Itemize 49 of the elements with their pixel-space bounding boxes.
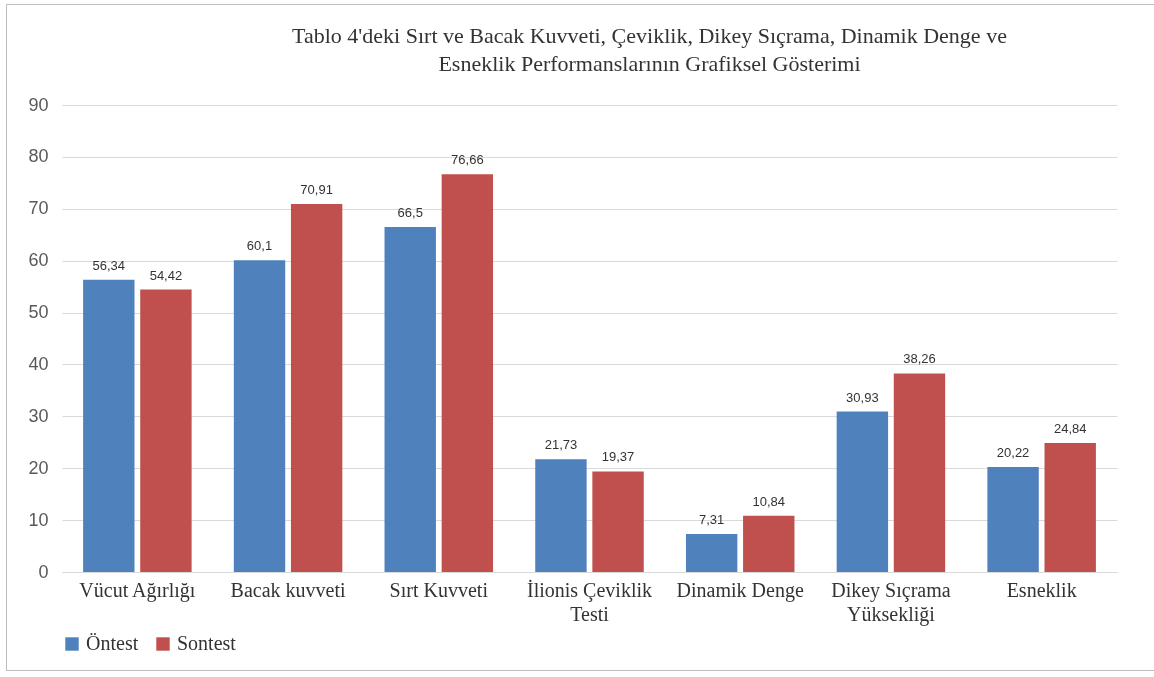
bar bbox=[592, 471, 644, 572]
x-tick-label: İlionis Çeviklik Testi bbox=[527, 578, 652, 625]
text: Tablo 4'deki Sırt ve Bacak Kuvveti, Çeviklik, Dikey Sıçrama, Dinamik Denge ve bbox=[292, 23, 1007, 48]
x-tick-label: Sırt Kuvveti bbox=[389, 578, 489, 601]
bar bbox=[441, 174, 494, 572]
y-tick-label: 20 bbox=[28, 457, 49, 478]
data-label: 30,93 bbox=[846, 389, 879, 405]
data-label: 54,42 bbox=[149, 267, 183, 283]
y-tick-label: 70 bbox=[28, 198, 49, 219]
x-tick-label: Esneklik bbox=[1006, 578, 1077, 601]
bar bbox=[836, 411, 889, 572]
bar bbox=[384, 226, 436, 572]
y-tick-label: 80 bbox=[28, 146, 49, 167]
x-tick-label: Vücut Ağırlığı bbox=[79, 578, 196, 602]
data-label: 56,34 bbox=[92, 257, 126, 273]
bar bbox=[893, 373, 946, 572]
x-tick-label: Dinamik Denge bbox=[676, 578, 804, 602]
data-label: 38,26 bbox=[903, 351, 936, 367]
y-tick-label: 60 bbox=[28, 250, 49, 271]
data-label: 10,84 bbox=[752, 493, 786, 509]
data-label: 24,84 bbox=[1053, 421, 1087, 437]
data-label: 20,22 bbox=[996, 445, 1030, 461]
bar bbox=[743, 515, 795, 572]
x-tick-label: Bacak kuvveti bbox=[230, 578, 346, 601]
data-label: 60,1 bbox=[246, 238, 273, 254]
bar bbox=[987, 467, 1039, 572]
data-label: 70,91 bbox=[300, 182, 333, 198]
text: Esneklik Performanslarının Grafiksel Gösterimi bbox=[438, 51, 861, 76]
legend-label: Öntest bbox=[86, 632, 139, 654]
bar bbox=[1044, 443, 1096, 572]
legend-label: Sontest bbox=[177, 632, 237, 654]
bar bbox=[535, 459, 587, 572]
data-label: 19,37 bbox=[601, 449, 635, 465]
data-label: 66,5 bbox=[397, 204, 423, 220]
y-tick-label: 90 bbox=[28, 94, 49, 115]
y-tick-label: 40 bbox=[28, 353, 49, 374]
data-label: 7,31 bbox=[699, 512, 725, 528]
bar bbox=[140, 289, 192, 572]
x-tick-label: Dikey Sıçrama Yüksekliği bbox=[831, 578, 951, 626]
bar bbox=[290, 204, 343, 572]
y-tick-label: 0 bbox=[38, 561, 49, 582]
y-tick-label: 50 bbox=[28, 302, 49, 323]
y-tick-label: 30 bbox=[28, 405, 49, 426]
y-tick-label: 10 bbox=[28, 509, 49, 530]
bar bbox=[83, 279, 135, 572]
bar bbox=[685, 534, 738, 572]
bar bbox=[233, 260, 286, 572]
data-label: 76,66 bbox=[451, 152, 484, 168]
data-label: 21,73 bbox=[544, 437, 578, 453]
